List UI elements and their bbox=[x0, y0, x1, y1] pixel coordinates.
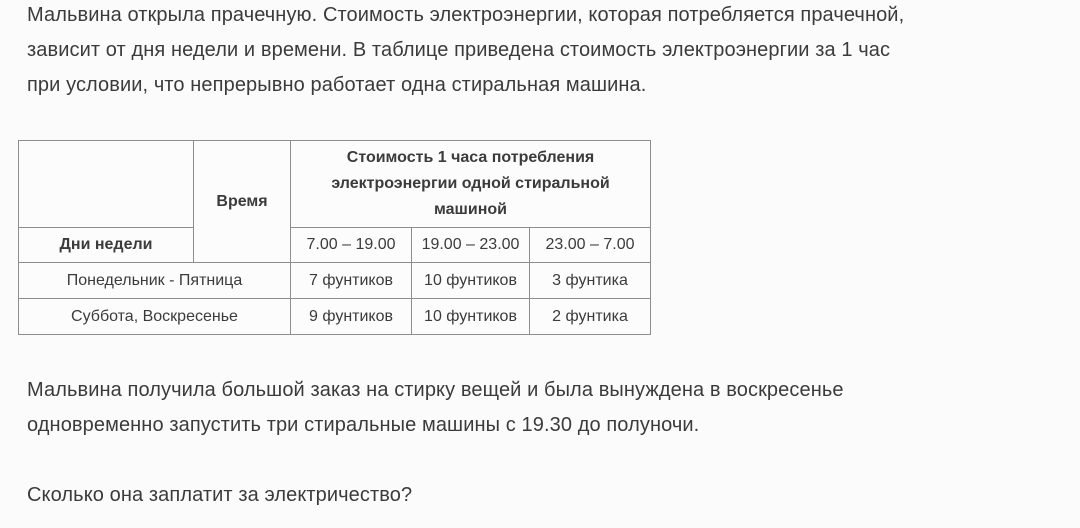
problem-question: Сколько она заплатит за электричество? bbox=[27, 484, 413, 506]
cost-cell: 7 фунтиков bbox=[290, 262, 412, 299]
table-row-weekend: Суббота, Воскресенье 9 фунтиков 10 фунти… bbox=[18, 298, 651, 335]
days-header-cell: Дни недели bbox=[18, 227, 194, 263]
days-cell: Понедельник - Пятница bbox=[18, 262, 291, 299]
cost-cell: 9 фунтиков bbox=[290, 298, 412, 335]
cost-header-cell: Стоимость 1 часа потребления электроэнер… bbox=[290, 140, 651, 228]
time-range-cell: 19.00 – 23.00 bbox=[411, 227, 530, 263]
time-header-cell: Время bbox=[193, 140, 291, 263]
days-cell: Суббота, Воскресенье bbox=[18, 298, 291, 335]
cost-cell: 10 фунтиков bbox=[411, 262, 530, 299]
table-row-weekdays: Понедельник - Пятница 7 фунтиков 10 фунт… bbox=[18, 262, 651, 299]
problem-intro-paragraph: Мальвина открыла прачечную. Стоимость эл… bbox=[27, 4, 905, 96]
time-range-cell: 7.00 – 19.00 bbox=[290, 227, 412, 263]
cost-cell: 3 фунтика bbox=[529, 262, 651, 299]
cost-cell: 10 фунтиков bbox=[411, 298, 530, 335]
empty-corner-cell bbox=[18, 140, 194, 228]
time-range-cell: 23.00 – 7.00 bbox=[529, 227, 651, 263]
problem-details-paragraph: Мальвина получила большой заказ на стирк… bbox=[27, 379, 844, 436]
electricity-cost-table: Время Стоимость 1 часа потребления элект… bbox=[18, 140, 651, 335]
cost-cell: 2 фунтика bbox=[529, 298, 651, 335]
